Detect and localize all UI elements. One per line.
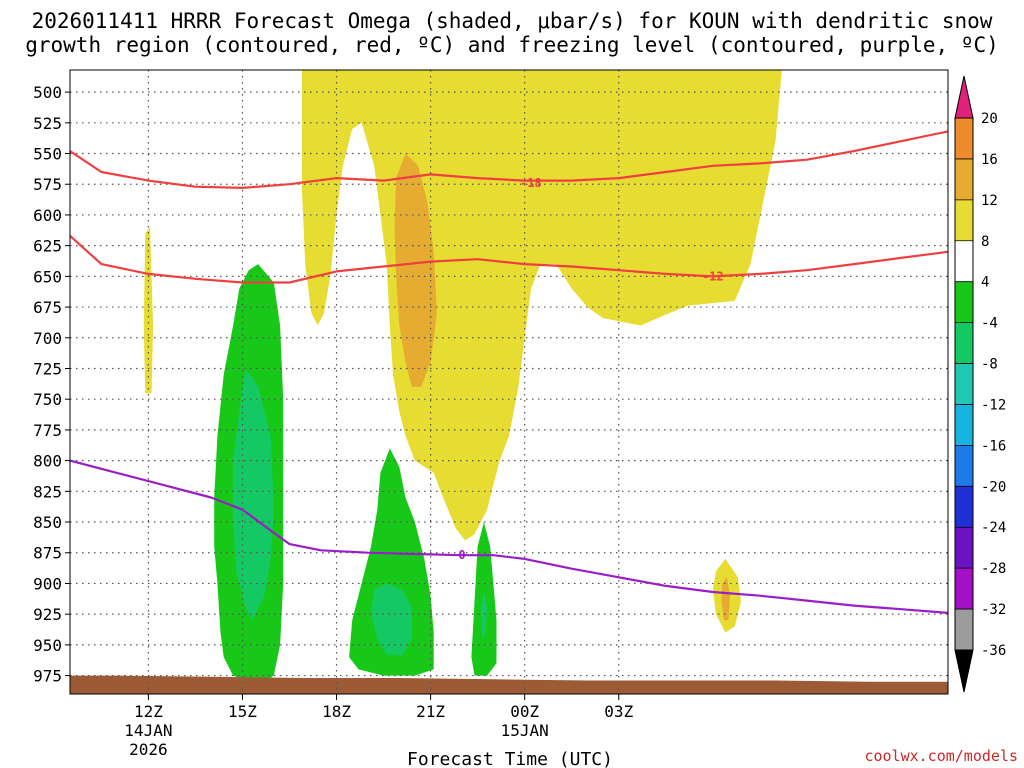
- colorbar-band--36: [955, 609, 973, 650]
- y-tick-label-850: 850: [33, 513, 62, 532]
- omega-region-ascent-12-core: [394, 153, 437, 387]
- x-axis-title: Forecast Time (UTC): [407, 749, 613, 768]
- y-tick-label-575: 575: [33, 175, 62, 194]
- colorbar-label-20: 20: [981, 111, 998, 127]
- colorbar-band-12: [955, 158, 973, 200]
- plot-area: -18 -12 0 500 525 550 575 600 625 650 675 700 725 750…: [33, 69, 949, 759]
- contour-label-dgz-minus-12: -12: [702, 269, 724, 283]
- y-tick-label-875: 875: [33, 544, 62, 563]
- colorbar-band-4: [955, 240, 973, 282]
- colorbar-band--32: [955, 568, 973, 610]
- contour-label-dgz-minus-18: -18: [520, 176, 542, 190]
- x-tick-label-12Z: 12Z: [134, 702, 163, 721]
- x-tick-label-00Z: 00Z: [510, 702, 539, 721]
- colorbar-low-triangle: [954, 649, 974, 693]
- colorbar-band-8: [955, 199, 973, 241]
- plot-frame: [69, 69, 949, 695]
- y-tick-label-675: 675: [33, 298, 62, 317]
- colorbar-band--4: [955, 281, 973, 323]
- ground-fill: [70, 675, 948, 694]
- colorbar-label-4: 4: [981, 275, 989, 291]
- colorbar-label--4: -4: [981, 316, 998, 332]
- colorbar-label--36: -36: [981, 643, 1006, 659]
- colorbar-label--12: -12: [981, 397, 1006, 413]
- colorbar-band--12: [955, 363, 973, 405]
- y-tick-label-900: 900: [33, 574, 62, 593]
- omega-region-descent-19z: [349, 448, 434, 676]
- contour-dgz-minus-18: [70, 130, 948, 189]
- colorbar-high-triangle: [954, 75, 974, 119]
- y-tick-label-700: 700: [33, 329, 62, 348]
- colorbar-label--8: -8: [981, 357, 998, 373]
- y-tick-label-775: 775: [33, 421, 62, 440]
- y-tick-label-825: 825: [33, 482, 62, 501]
- y-tick-label-650: 650: [33, 267, 62, 286]
- colorbar-label-8: 8: [981, 234, 989, 250]
- colorbar-label-12: 12: [981, 193, 998, 209]
- colorbar-band--24: [955, 486, 973, 528]
- colorbar-band--8: [955, 322, 973, 364]
- y-tick-label-750: 750: [33, 390, 62, 409]
- colorbar-band--28: [955, 527, 973, 569]
- colorbar-band--16: [955, 404, 973, 446]
- x-tick-label-21Z: 21Z: [416, 702, 445, 721]
- omega-region-descent-22z-8: [480, 589, 488, 639]
- y-tick-label-950: 950: [33, 636, 62, 655]
- x-tick-label-03Z: 03Z: [604, 702, 633, 721]
- y-tick-label-975: 975: [33, 667, 62, 686]
- colorbar-label--20: -20: [981, 479, 1006, 495]
- colorbar-label--32: -32: [981, 602, 1006, 618]
- x-tick-date-12Z: 14JAN: [124, 721, 172, 740]
- colorbar-label--24: -24: [981, 520, 1006, 536]
- x-tick-label-18Z: 18Z: [322, 702, 351, 721]
- colorbar-band--20: [955, 445, 973, 487]
- x-tick-label-15Z: 15Z: [228, 702, 257, 721]
- omega-region-descent-15z-8: [233, 368, 274, 621]
- y-tick-label-925: 925: [33, 605, 62, 624]
- y-tick-label-725: 725: [33, 359, 62, 378]
- y-tick-label-800: 800: [33, 452, 62, 471]
- colorbar-band-16: [955, 118, 973, 159]
- contour-dgz-minus-12: [70, 234, 948, 284]
- y-tick-label-500: 500: [33, 83, 62, 102]
- colorbar-label--16: -16: [981, 438, 1006, 454]
- omega-region-descent-19z-8: [371, 583, 412, 655]
- x-tick-date-00Z: 15JAN: [501, 721, 549, 740]
- y-tick-label-525: 525: [33, 114, 62, 133]
- omega-region-ascent-small-22z: [668, 515, 694, 608]
- chart-title-line-1: 2026011411 HRRR Forecast Omega (shaded, …: [32, 9, 993, 33]
- omega-region-ascent-small-01z-12: [721, 577, 731, 621]
- colorbar-label-16: 16: [981, 152, 998, 168]
- x-tick-year-12Z: 2026: [129, 740, 168, 759]
- credit-text: coolwx.com/models: [864, 747, 1018, 765]
- shading-layer: -18 -12 0: [70, 70, 948, 694]
- contour-label-freezing-level-0: 0: [458, 548, 465, 562]
- chart-title-line-2: growth region (contoured, red, ºC) and f…: [25, 33, 999, 57]
- colorbar: -36 -32 -28 -24 -20 -16 -12 -8 -4 4 8 12 16 20: [954, 75, 1006, 693]
- y-tick-label-625: 625: [33, 237, 62, 256]
- colorbar-label--28: -28: [981, 561, 1006, 577]
- y-tick-label-550: 550: [33, 145, 62, 164]
- y-tick-label-600: 600: [33, 206, 62, 225]
- contour-freezing-level-0: [70, 459, 948, 614]
